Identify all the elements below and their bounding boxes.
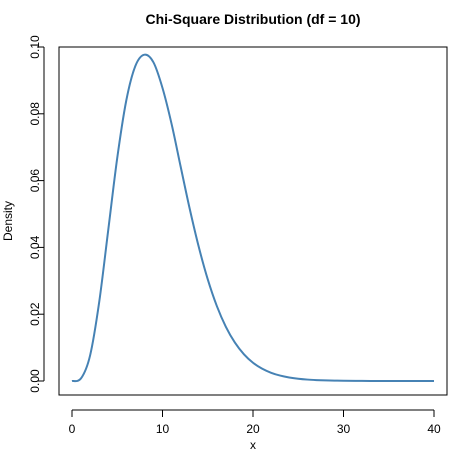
x-tick-label: 30 [337, 422, 351, 436]
y-tick-label: 0.04 [28, 235, 42, 259]
y-tick-label: 0.00 [28, 369, 42, 393]
x-tick-label: 10 [156, 422, 170, 436]
x-axis-label: x [250, 438, 256, 452]
y-tick-label: 0.08 [28, 102, 42, 126]
x-tick-label: 40 [427, 422, 441, 436]
chart-title: Chi-Square Distribution (df = 10) [145, 11, 360, 27]
x-tick-label: 0 [69, 422, 76, 436]
x-axis: 0 10 20 30 40 [69, 409, 441, 436]
x-tick-label: 20 [246, 422, 260, 436]
y-axis: 0.00 0.02 0.04 0.06 0.08 0.10 [28, 35, 45, 393]
density-curve [71, 53, 435, 383]
y-tick-label: 0.02 [28, 302, 42, 326]
y-tick-label: 0.10 [28, 35, 42, 59]
y-axis-label: Density [1, 201, 15, 241]
plot-frame [58, 46, 448, 396]
y-tick-label: 0.06 [28, 169, 42, 193]
